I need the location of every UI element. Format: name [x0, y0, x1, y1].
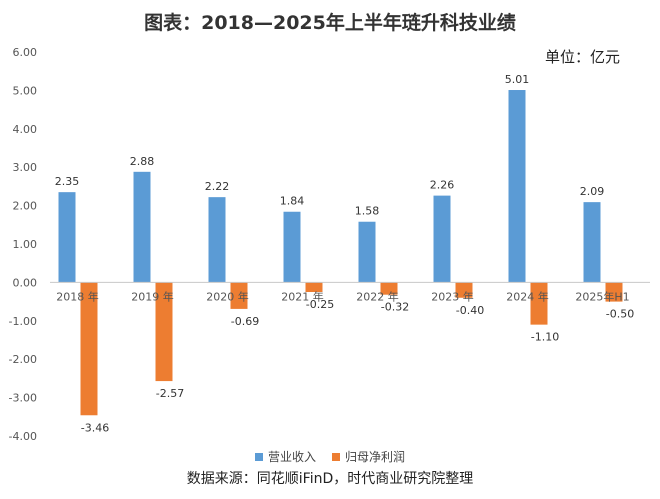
- revenue-data-label: 2.88: [130, 155, 155, 168]
- y-tick-label: -4.00: [9, 430, 37, 443]
- profit-data-label: -0.32: [381, 301, 409, 314]
- y-tick-label: 5.00: [13, 84, 38, 97]
- revenue-data-label: 2.26: [430, 179, 455, 192]
- y-tick-label: 6.00: [13, 46, 38, 59]
- profit-bar: [455, 282, 473, 298]
- profit-data-label: -3.46: [81, 421, 109, 434]
- revenue-data-label: 2.09: [580, 185, 605, 198]
- y-tick-label: -3.00: [9, 392, 37, 405]
- revenue-data-label: 2.35: [55, 175, 80, 188]
- profit-data-label: -0.69: [231, 315, 259, 328]
- legend-label-revenue: 营业收入: [267, 450, 316, 464]
- profit-data-label: -0.50: [606, 308, 634, 321]
- category-label: 2025年H1: [575, 289, 629, 303]
- category-label: 2020 年: [206, 289, 249, 303]
- y-tick-label: -2.00: [9, 353, 37, 366]
- profit-data-label: -0.25: [306, 298, 334, 311]
- profit-bar: [305, 282, 323, 292]
- legend-swatch-profit: [332, 452, 340, 461]
- category-label: 2019 年: [131, 289, 174, 303]
- y-tick-label: 1.00: [13, 238, 38, 251]
- category-label: 2021 年: [281, 289, 324, 303]
- revenue-data-label: 5.01: [505, 73, 530, 86]
- revenue-bar: [433, 195, 451, 283]
- category-label: 2023 年: [431, 289, 474, 303]
- category-label: 2022 年: [356, 289, 399, 303]
- legend-swatch-revenue: [254, 452, 263, 461]
- category-label: 2018 年: [56, 289, 99, 303]
- legend: 营业收入 归母净利润: [0, 448, 660, 465]
- profit-bar: [530, 282, 548, 325]
- revenue-bar: [583, 202, 601, 283]
- revenue-bar: [133, 171, 151, 283]
- revenue-bar: [283, 211, 301, 283]
- profit-bar: [230, 282, 248, 309]
- y-tick-label: -1.00: [9, 315, 37, 328]
- revenue-data-label: 1.58: [355, 205, 380, 218]
- profit-data-label: -2.57: [156, 387, 184, 400]
- y-tick-label: 3.00: [13, 161, 38, 174]
- legend-item-profit: 归母净利润: [332, 448, 405, 465]
- data-labels: 2.35 -3.46 2.88 -2.57 2.22 -0.69 1.84 -0.25 1.58…: [55, 73, 634, 434]
- revenue-bar: [208, 197, 226, 283]
- profit-data-label: -1.10: [531, 331, 559, 344]
- profit-data-label: -0.40: [456, 304, 484, 317]
- category-label: 2024 年: [506, 289, 549, 303]
- bars: [58, 90, 623, 416]
- profit-bar: [380, 282, 398, 295]
- revenue-data-label: 1.84: [280, 195, 305, 208]
- legend-item-revenue: 营业收入: [254, 448, 316, 465]
- y-axis: 6.00 5.00 4.00 3.00 2.00 1.00 0.00 -1.00 -2.00 -3…: [9, 46, 37, 443]
- legend-label-profit: 归母净利润: [345, 450, 406, 464]
- revenue-bar: [508, 90, 526, 283]
- revenue-bar: [58, 192, 76, 283]
- profit-bar: [155, 282, 173, 382]
- source-note: 数据来源：同花顺iFinD，时代商业研究院整理: [186, 471, 474, 487]
- chart-title: 图表：2018—2025年上半年琏升科技业绩: [144, 12, 516, 34]
- revenue-data-label: 2.22: [205, 180, 230, 193]
- unit-label: 单位：亿元: [544, 48, 620, 66]
- profit-bar: [80, 282, 98, 416]
- revenue-bar: [358, 221, 376, 283]
- y-tick-label: 2.00: [13, 200, 38, 213]
- y-tick-label: 0.00: [13, 276, 38, 289]
- y-tick-label: 4.00: [13, 123, 38, 136]
- profit-bar: [605, 282, 623, 302]
- category-labels: 2018 年 2019 年 2020 年 2021 年 2022 年 2023 年 2024…: [56, 289, 629, 303]
